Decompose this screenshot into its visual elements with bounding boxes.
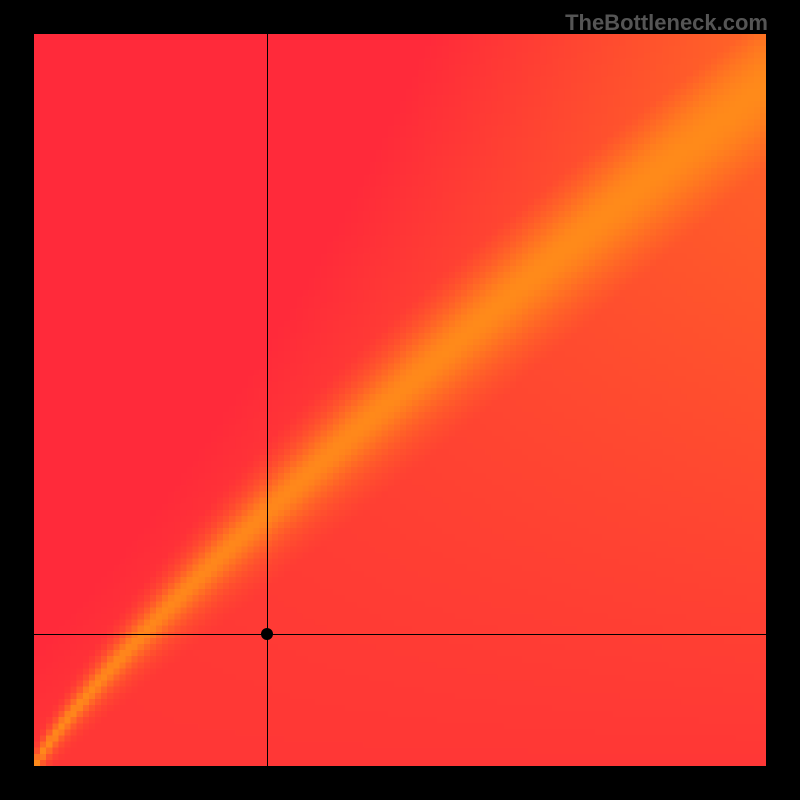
- heatmap-plot: [34, 34, 766, 766]
- marker-point: [261, 628, 273, 640]
- heatmap-canvas: [34, 34, 766, 766]
- crosshair-vertical: [267, 34, 268, 766]
- watermark: TheBottleneck.com: [565, 10, 768, 36]
- crosshair-horizontal: [34, 634, 766, 635]
